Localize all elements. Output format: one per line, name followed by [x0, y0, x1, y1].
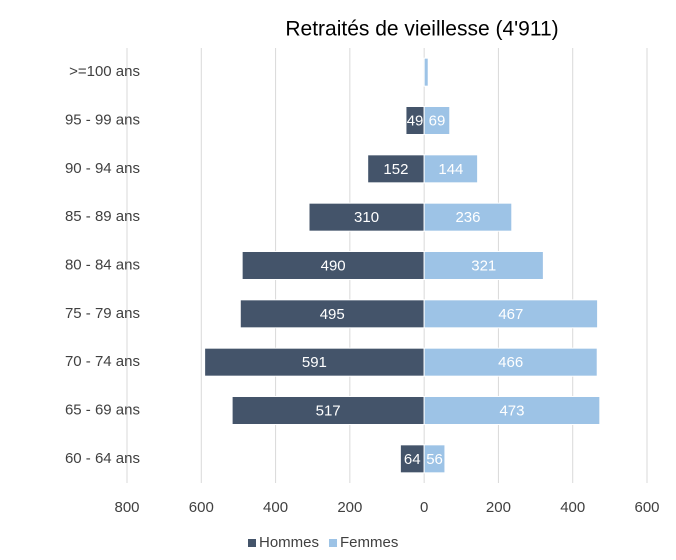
bar [423, 202, 513, 232]
chart-title: Retraités de vieillesse (4'911) [285, 18, 558, 41]
bar [204, 347, 425, 377]
data-label: 517 [316, 402, 341, 419]
bar [423, 444, 446, 474]
bar [423, 299, 599, 329]
y-tick-label: 95 - 99 ans [65, 111, 140, 128]
data-label: 591 [302, 354, 327, 371]
data-label: 69 [429, 112, 446, 129]
bar [423, 396, 601, 425]
bar [367, 154, 425, 184]
x-tick-label: 400 [263, 499, 288, 516]
data-label: 152 [383, 161, 408, 178]
y-tick-label: 80 - 84 ans [65, 256, 140, 273]
y-tick-label: 65 - 69 ans [65, 401, 140, 418]
bar [423, 106, 451, 135]
x-tick-label: 800 [114, 499, 139, 516]
data-label: 321 [471, 257, 496, 274]
legend-label: Femmes [340, 534, 398, 551]
data-label: 56 [426, 451, 443, 468]
bar [423, 251, 544, 280]
bar [231, 396, 425, 425]
data-label: 466 [498, 354, 523, 371]
legend-label: Hommes [259, 534, 319, 551]
y-tick-label: 85 - 89 ans [65, 208, 140, 225]
x-tick-label: 400 [560, 499, 585, 516]
data-label: 49 [407, 112, 424, 129]
x-tick-label: 600 [189, 499, 214, 516]
bar [241, 251, 425, 280]
data-label: 467 [498, 306, 523, 323]
data-label: 64 [404, 451, 421, 468]
x-tick-label: 200 [337, 499, 362, 516]
data-label: 473 [499, 402, 524, 419]
bar [423, 57, 429, 87]
data-label: 236 [455, 209, 480, 226]
legend-swatch [329, 539, 338, 547]
x-tick-label: 600 [634, 499, 659, 516]
bar [308, 202, 425, 232]
data-label: 310 [354, 209, 379, 226]
legend-swatch [248, 539, 256, 547]
bar [423, 347, 598, 377]
data-label: 490 [321, 257, 346, 274]
bar [423, 154, 479, 184]
x-tick-label: 0 [420, 499, 428, 516]
y-tick-label: 90 - 94 ans [65, 160, 140, 177]
data-label: 144 [438, 161, 463, 178]
data-label: 495 [320, 306, 345, 323]
y-tick-label: 75 - 79 ans [65, 305, 140, 322]
y-tick-label: >=100 ans [69, 63, 140, 80]
y-tick-label: 70 - 74 ans [65, 353, 140, 370]
y-tick-label: 60 - 64 ans [65, 450, 140, 467]
x-tick-label: 200 [486, 499, 511, 516]
